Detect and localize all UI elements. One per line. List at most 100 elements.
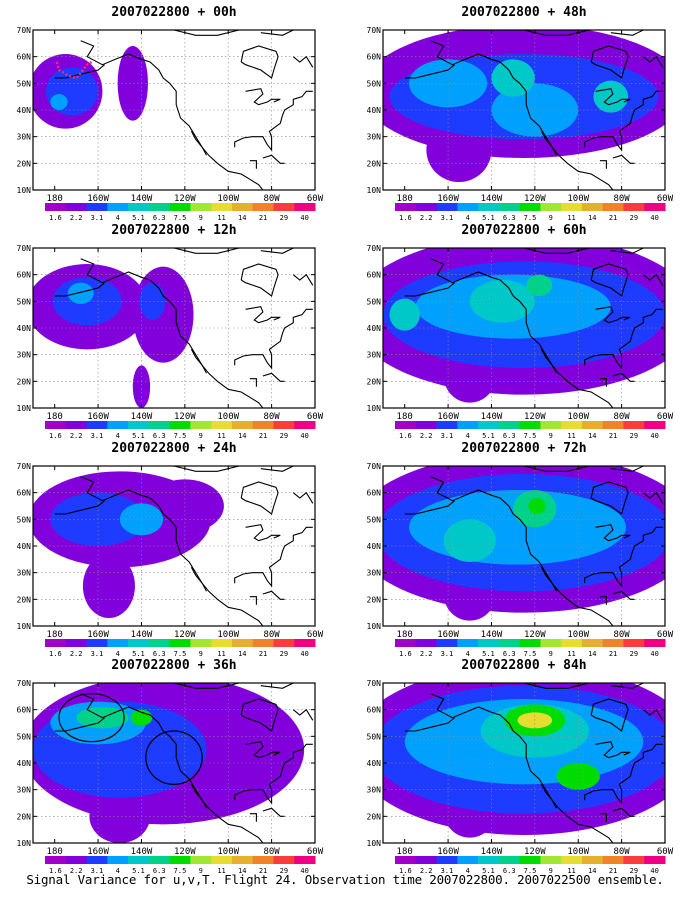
colorbar-label: 14	[588, 214, 596, 221]
colorbar-swatch	[128, 203, 150, 211]
colorbar-label: 7.5	[174, 214, 187, 221]
colorbar-swatch	[211, 203, 233, 211]
lat-tick-label: 20N	[17, 812, 32, 821]
colorbar-swatch	[148, 421, 171, 429]
colorbar-label: 1.6	[399, 650, 412, 657]
colorbar-label: 3.1	[441, 867, 454, 874]
lon-tick-label: 60W	[657, 847, 674, 857]
map-plot: 10N 20N 30N 40N 50N 60N 70N 180 160W 140W 120W 100W…	[367, 462, 674, 657]
colorbar-swatch	[273, 203, 295, 211]
colorbar-swatch	[540, 203, 562, 211]
colorbar-swatch	[457, 639, 479, 647]
lat-tick-label: 40N	[367, 542, 382, 551]
panel-title: 2007022800 + 48h	[461, 5, 587, 20]
colorbar-swatch	[457, 203, 479, 211]
lon-tick-label: 140W	[481, 412, 503, 422]
colorbar-label: 5.1	[482, 867, 495, 874]
colorbar-swatch	[519, 856, 541, 864]
colorbar-swatch	[581, 203, 604, 211]
colorbar-swatch	[231, 856, 254, 864]
lon-tick-label: 180	[47, 630, 63, 640]
lat-tick-label: 20N	[17, 595, 32, 604]
colorbar-label: 2.2	[420, 867, 433, 874]
lat-tick-label: 10N	[367, 186, 382, 195]
lon-tick-label: 60W	[307, 194, 324, 204]
colorbar-swatch	[211, 639, 233, 647]
colorbar-swatch	[581, 639, 604, 647]
lon-tick-label: 140W	[131, 630, 153, 640]
lon-tick-label: 80W	[613, 847, 630, 857]
colorbar-swatch	[540, 639, 562, 647]
lon-tick-label: 140W	[481, 630, 503, 640]
colorbar-swatch	[211, 421, 233, 429]
colorbar-label: 11	[217, 867, 225, 874]
colorbar-label: 7.5	[174, 650, 187, 657]
colorbar-label: 4	[116, 214, 120, 221]
highlight-circle	[58, 693, 125, 743]
colorbar-label: 14	[238, 214, 246, 221]
colorbar-swatch	[623, 856, 645, 864]
panel-title: 2007022800 + 72h	[461, 441, 587, 456]
map-panel-7: 2007022800 + 36h 10N 20N 30N 40N 50N 60N 70N 180…	[0, 658, 340, 874]
colorbar-swatch	[252, 856, 274, 864]
lon-tick-label: 100W	[217, 630, 239, 640]
lat-tick-label: 20N	[367, 812, 382, 821]
colorbar-swatch	[498, 203, 521, 211]
lon-tick-label: 160W	[87, 847, 109, 857]
panel-title: 2007022800 + 36h	[111, 658, 237, 673]
lat-tick-label: 40N	[367, 106, 382, 115]
colorbar-label: 1.6	[399, 214, 412, 221]
colorbar-swatch	[294, 421, 316, 429]
colorbar-label: 14	[588, 432, 596, 439]
lat-tick-label: 60N	[17, 53, 32, 62]
lon-tick-label: 80W	[263, 194, 280, 204]
lon-tick-label: 160W	[437, 412, 459, 422]
colorbar-swatch	[190, 856, 212, 864]
colorbar-swatch	[415, 421, 438, 429]
map-plot: 10N 20N 30N 40N 50N 60N 70N 180 160W 140W 120W 100W…	[17, 462, 324, 657]
variance-region	[528, 498, 546, 514]
lat-tick-label: 50N	[367, 732, 382, 741]
colorbar-label: 6.3	[503, 650, 516, 657]
colorbar-swatch	[211, 856, 233, 864]
lon-tick-label: 120W	[524, 412, 546, 422]
colorbar-swatch	[540, 421, 562, 429]
colorbar-swatch	[65, 856, 88, 864]
lat-tick-label: 10N	[17, 622, 32, 631]
map-panel-5: 2007022800 + 24h 10N 20N 30N 40N 50N 60N 70N 180…	[0, 441, 340, 657]
lat-tick-label: 60N	[17, 706, 32, 715]
map-panel-4: 2007022800 + 60h 10N 20N 30N 40N 50N 60N 70N 180…	[350, 223, 690, 439]
lat-tick-label: 40N	[367, 324, 382, 333]
colorbar-swatch	[395, 421, 417, 429]
colorbar-swatch	[128, 856, 150, 864]
variance-region	[526, 274, 553, 296]
colorbar-label: 6.3	[503, 867, 516, 874]
lon-tick-label: 160W	[437, 194, 459, 204]
lat-tick-label: 50N	[367, 297, 382, 306]
map-panel-2: 2007022800 + 48h 10N 20N 30N 40N 50N 60N 70N 180…	[350, 5, 690, 221]
colorbar-swatch	[644, 203, 666, 211]
colorbar-label: 7.5	[174, 432, 187, 439]
colorbar-label: 6.3	[153, 867, 166, 874]
lat-tick-label: 30N	[367, 351, 382, 360]
variance-region	[132, 365, 151, 408]
lon-tick-label: 80W	[263, 412, 280, 422]
lat-tick-label: 60N	[367, 706, 382, 715]
lon-tick-label: 80W	[263, 630, 280, 640]
lat-tick-label: 70N	[17, 462, 32, 471]
figure-caption: Signal Variance for u,v,T. Flight 24. Ob…	[26, 872, 664, 887]
colorbar-swatch	[273, 639, 295, 647]
lon-tick-label: 80W	[613, 194, 630, 204]
colorbar-swatch	[498, 421, 521, 429]
lon-tick-label: 120W	[524, 194, 546, 204]
colorbar-swatch	[457, 421, 479, 429]
colorbar-label: 29	[630, 867, 638, 874]
colorbar-swatch	[86, 856, 108, 864]
lat-tick-label: 70N	[17, 679, 32, 688]
colorbar-label: 40	[300, 214, 308, 221]
colorbar-swatch	[65, 203, 88, 211]
lat-tick-label: 60N	[17, 489, 32, 498]
colorbar-swatch	[395, 203, 417, 211]
lon-tick-label: 80W	[613, 412, 630, 422]
colorbar-label: 14	[238, 867, 246, 874]
